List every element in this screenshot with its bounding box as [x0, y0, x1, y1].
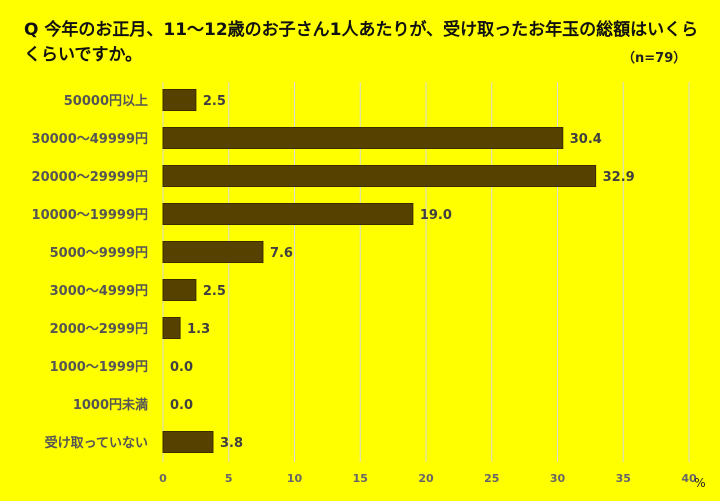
category-label: 3000〜4999円 — [50, 284, 148, 299]
x-axis-unit: % — [694, 476, 705, 490]
data-label: 0.0 — [170, 398, 193, 413]
category-label: 受け取っていない — [45, 435, 148, 451]
bar — [162, 203, 414, 225]
data-label: 2.5 — [203, 284, 226, 299]
data-label: 7.6 — [270, 246, 293, 261]
category-label: 2000〜2999円 — [50, 322, 148, 337]
category-label: 20000〜29999円 — [32, 170, 148, 185]
bar — [162, 317, 181, 339]
x-tick-label: 40 — [681, 472, 697, 485]
data-label: 32.9 — [603, 170, 635, 185]
data-label: 19.0 — [420, 208, 452, 223]
bar — [162, 241, 264, 263]
category-label: 30000〜49999円 — [32, 132, 148, 147]
x-tick-label: 0 — [159, 472, 167, 485]
x-tick-label: 5 — [225, 472, 233, 485]
bar — [162, 279, 197, 301]
x-tick-label: 10 — [287, 472, 303, 485]
sample-size: （n=79） — [622, 51, 687, 66]
bar — [162, 89, 197, 111]
data-label: 1.3 — [187, 322, 210, 337]
chart-title: Q 今年のお正月、11〜12歳のお子さん1人あたりが、受け取ったお年玉の総額はい… — [24, 20, 699, 65]
x-tick-label: 20 — [418, 472, 434, 485]
x-tick-label: 35 — [616, 472, 631, 485]
category-label: 1000〜1999円 — [50, 360, 148, 375]
bar — [162, 127, 564, 149]
bar — [162, 165, 597, 187]
category-label: 1000円未満 — [73, 397, 148, 413]
data-label: 0.0 — [170, 360, 193, 375]
bar — [162, 431, 214, 453]
x-tick-label: 30 — [550, 472, 566, 485]
data-label: 30.4 — [570, 132, 602, 147]
data-label: 2.5 — [203, 94, 226, 109]
x-tick-label: 15 — [353, 472, 368, 485]
data-label: 3.8 — [220, 436, 243, 451]
category-label: 50000円以上 — [64, 94, 148, 109]
category-label: 5000〜9999円 — [50, 246, 148, 261]
x-tick-label: 25 — [484, 472, 499, 485]
category-label: 10000〜19999円 — [32, 208, 148, 223]
